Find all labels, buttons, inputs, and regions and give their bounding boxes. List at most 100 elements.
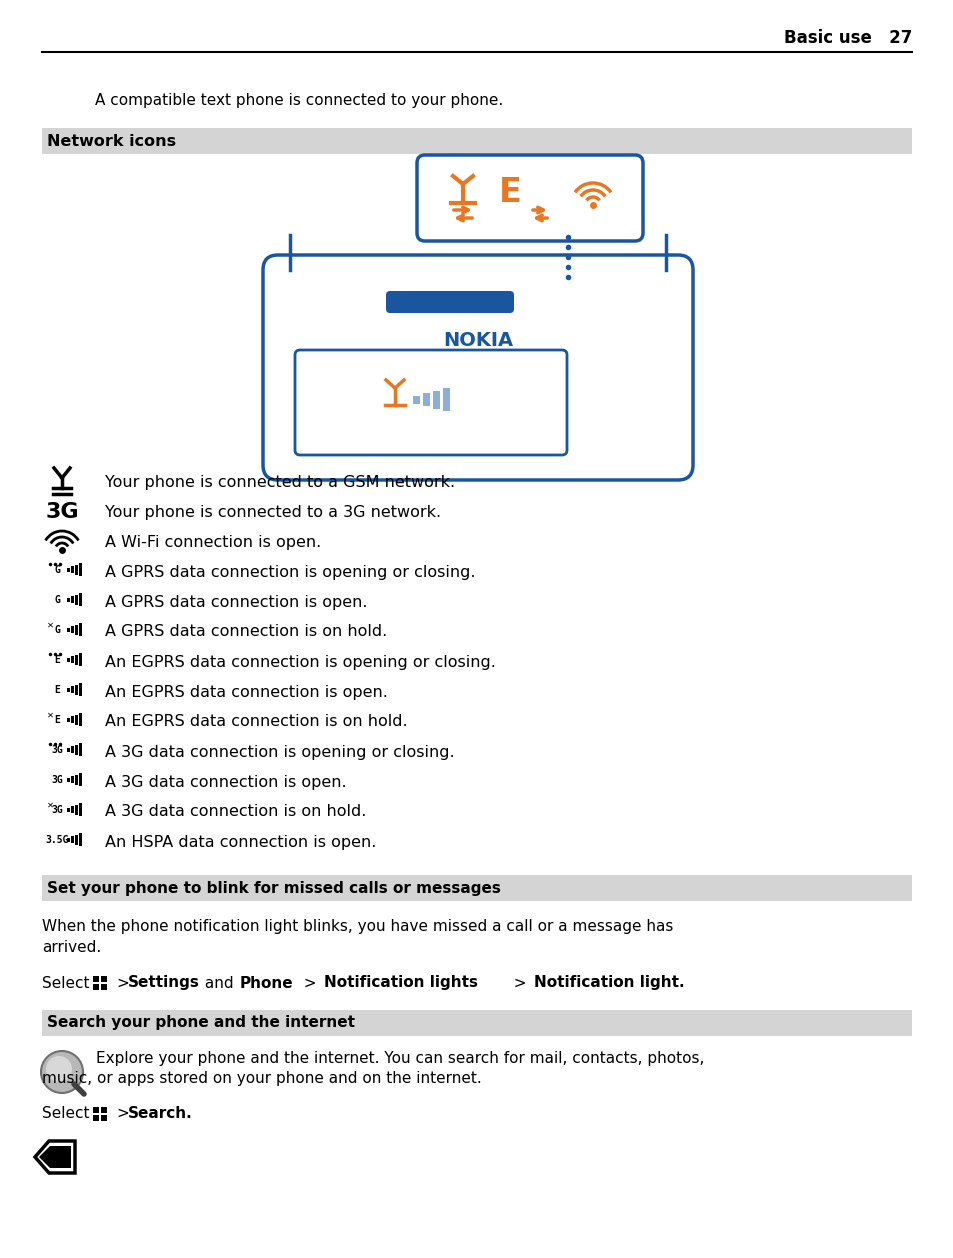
Bar bbox=[79, 564, 82, 576]
Bar bbox=[71, 837, 74, 843]
Text: E: E bbox=[54, 655, 60, 665]
Bar bbox=[92, 976, 99, 982]
Text: 3G: 3G bbox=[51, 775, 63, 785]
Bar bbox=[92, 1107, 99, 1113]
Bar bbox=[75, 835, 78, 845]
Bar bbox=[92, 984, 99, 990]
Text: Set your phone to blink for missed calls or messages: Set your phone to blink for missed calls… bbox=[47, 881, 500, 896]
Text: ✕: ✕ bbox=[47, 711, 53, 720]
Text: G: G bbox=[54, 565, 60, 575]
Text: A GPRS data connection is opening or closing.: A GPRS data connection is opening or clo… bbox=[105, 565, 475, 580]
Bar bbox=[101, 1115, 107, 1121]
Bar bbox=[79, 803, 82, 816]
Text: An EGPRS data connection is on hold.: An EGPRS data connection is on hold. bbox=[105, 715, 407, 730]
Text: E: E bbox=[498, 176, 521, 210]
Text: A compatible text phone is connected to your phone.: A compatible text phone is connected to … bbox=[95, 93, 503, 108]
Text: An HSPA data connection is open.: An HSPA data connection is open. bbox=[105, 834, 376, 849]
Text: Settings: Settings bbox=[128, 975, 200, 990]
Text: A Wi-Fi connection is open.: A Wi-Fi connection is open. bbox=[105, 535, 321, 550]
Bar bbox=[67, 569, 70, 572]
Text: Phone: Phone bbox=[240, 975, 294, 990]
Text: G: G bbox=[54, 595, 60, 605]
Bar bbox=[79, 683, 82, 696]
Text: A 3G data connection is on hold.: A 3G data connection is on hold. bbox=[105, 805, 366, 819]
Bar bbox=[79, 593, 82, 606]
Text: An EGPRS data connection is opening or closing.: An EGPRS data connection is opening or c… bbox=[105, 654, 496, 669]
Text: music, or apps stored on your phone and on the internet.: music, or apps stored on your phone and … bbox=[42, 1071, 481, 1086]
Text: Explore your phone and the internet. You can search for mail, contacts, photos,: Explore your phone and the internet. You… bbox=[96, 1050, 703, 1066]
Bar bbox=[101, 984, 107, 990]
Bar bbox=[42, 1010, 911, 1037]
Bar bbox=[79, 653, 82, 665]
Polygon shape bbox=[35, 1141, 75, 1172]
Bar bbox=[433, 391, 439, 409]
Text: NOKIA: NOKIA bbox=[442, 331, 513, 350]
Bar bbox=[67, 688, 70, 692]
Text: >: > bbox=[294, 975, 321, 990]
Text: 3G: 3G bbox=[51, 805, 63, 815]
Text: A 3G data connection is opening or closing.: A 3G data connection is opening or closi… bbox=[105, 745, 455, 760]
Text: ✕: ✕ bbox=[47, 620, 53, 629]
Text: G: G bbox=[54, 625, 60, 635]
Bar bbox=[67, 628, 70, 632]
Bar bbox=[71, 626, 74, 633]
Bar bbox=[442, 387, 450, 411]
Bar bbox=[75, 805, 78, 815]
FancyBboxPatch shape bbox=[386, 291, 514, 313]
Text: Select: Select bbox=[42, 1107, 90, 1121]
Bar bbox=[67, 777, 70, 782]
Bar bbox=[71, 655, 74, 663]
Text: >: > bbox=[503, 975, 531, 990]
Text: Your phone is connected to a 3G network.: Your phone is connected to a 3G network. bbox=[105, 504, 440, 520]
Text: ✕: ✕ bbox=[47, 800, 53, 809]
Polygon shape bbox=[39, 1146, 71, 1167]
Text: When the phone notification light blinks, you have missed a call or a message ha: When the phone notification light blinks… bbox=[42, 920, 673, 935]
Text: A 3G data connection is open.: A 3G data connection is open. bbox=[105, 775, 346, 790]
Text: Search your phone and the internet: Search your phone and the internet bbox=[47, 1015, 355, 1030]
Bar bbox=[71, 566, 74, 572]
Bar bbox=[75, 625, 78, 635]
Text: >: > bbox=[117, 975, 134, 990]
Text: Basic use   27: Basic use 27 bbox=[782, 29, 911, 47]
Text: arrived.: arrived. bbox=[42, 940, 101, 955]
Text: An EGPRS data connection is open.: An EGPRS data connection is open. bbox=[105, 684, 388, 699]
Bar bbox=[79, 743, 82, 756]
FancyBboxPatch shape bbox=[416, 155, 642, 242]
Bar bbox=[92, 1115, 99, 1121]
Text: Select: Select bbox=[42, 975, 90, 990]
Text: 3.5G: 3.5G bbox=[45, 835, 69, 845]
Circle shape bbox=[41, 1050, 83, 1093]
Bar bbox=[79, 713, 82, 726]
FancyBboxPatch shape bbox=[263, 255, 692, 481]
Bar bbox=[71, 716, 74, 723]
Bar bbox=[71, 806, 74, 813]
Bar bbox=[67, 718, 70, 722]
Bar bbox=[75, 745, 78, 755]
Bar bbox=[79, 833, 82, 845]
Bar bbox=[71, 746, 74, 754]
Bar bbox=[75, 565, 78, 575]
Bar bbox=[101, 1107, 107, 1113]
Bar bbox=[67, 838, 70, 842]
Bar bbox=[42, 128, 911, 153]
Text: Network icons: Network icons bbox=[47, 133, 176, 148]
Text: A GPRS data connection is on hold.: A GPRS data connection is on hold. bbox=[105, 624, 387, 639]
Bar bbox=[67, 658, 70, 662]
Text: A GPRS data connection is open.: A GPRS data connection is open. bbox=[105, 595, 367, 609]
Bar bbox=[75, 686, 78, 694]
Text: Search.: Search. bbox=[128, 1107, 193, 1121]
Bar bbox=[75, 595, 78, 605]
Bar bbox=[79, 772, 82, 786]
Bar bbox=[75, 655, 78, 665]
Text: >: > bbox=[117, 1107, 134, 1121]
Text: 3G: 3G bbox=[51, 745, 63, 755]
Text: E: E bbox=[54, 686, 60, 694]
Text: T: T bbox=[56, 94, 66, 108]
Bar bbox=[67, 749, 70, 752]
Text: Your phone is connected to a GSM network.: Your phone is connected to a GSM network… bbox=[105, 474, 455, 489]
FancyBboxPatch shape bbox=[294, 350, 566, 455]
Bar bbox=[67, 808, 70, 811]
Bar bbox=[413, 396, 419, 404]
Bar bbox=[422, 392, 430, 406]
Text: Notification lights: Notification lights bbox=[324, 975, 477, 990]
